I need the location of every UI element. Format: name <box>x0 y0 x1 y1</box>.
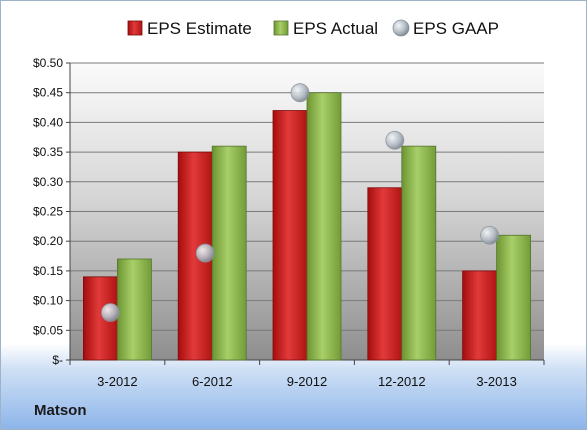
legend-swatch-eps-actual <box>273 20 289 36</box>
y-tick-label: $0.50 <box>33 56 63 70</box>
y-tick-label: $0.45 <box>33 86 63 100</box>
x-axis-ticks: 3-2012 6-2012 9-2012 12-2012 3-2013 <box>69 360 545 389</box>
eps-actual-bar <box>401 145 437 361</box>
x-tick-label: 9-2012 <box>287 374 327 389</box>
legend-label: EPS GAAP <box>413 19 499 38</box>
eps-estimate-bar <box>272 110 308 361</box>
y-axis-ticks: $- $0.05 $0.10 $0.15 $0.20 $0.25 $0.30 $0.35 $0.… <box>33 56 544 367</box>
legend: EPS Estimate EPS Actual EPS GAAP <box>127 19 499 38</box>
gaap-markers <box>101 83 500 322</box>
eps-actual-bar <box>306 92 342 361</box>
eps-actual-bar <box>211 145 247 361</box>
bars <box>83 92 532 361</box>
eps-estimate-bar <box>367 187 403 361</box>
y-tick-label: $0.40 <box>33 115 63 129</box>
x-tick-label: 3-2013 <box>476 374 516 389</box>
y-tick-label: $0.15 <box>33 264 63 278</box>
y-tick-label: $0.10 <box>33 294 63 308</box>
legend-label: EPS Estimate <box>147 19 252 38</box>
x-tick-label: 3-2012 <box>97 374 137 389</box>
legend-swatch-eps-gaap <box>392 19 410 37</box>
y-tick-label: $0.35 <box>33 145 63 159</box>
y-tick-label: $- <box>52 353 63 367</box>
x-tick-label: 6-2012 <box>192 374 232 389</box>
eps-gaap-marker <box>195 243 215 263</box>
legend-label: EPS Actual <box>293 19 378 38</box>
y-tick-label: $0.30 <box>33 175 63 189</box>
eps-gaap-marker <box>480 225 500 245</box>
eps-actual-bar <box>117 258 152 361</box>
eps-estimate-bar <box>462 270 498 361</box>
eps-gaap-marker <box>385 130 405 150</box>
eps-gaap-marker <box>290 83 310 103</box>
company-name: Matson <box>34 402 87 419</box>
eps-actual-bar <box>496 234 532 361</box>
eps-gaap-marker <box>101 303 120 322</box>
y-tick-label: $0.25 <box>33 205 63 219</box>
y-tick-label: $0.05 <box>33 323 63 337</box>
legend-swatch-eps-estimate <box>127 20 143 36</box>
x-tick-label: 12-2012 <box>378 374 426 389</box>
y-tick-label: $0.20 <box>33 234 63 248</box>
